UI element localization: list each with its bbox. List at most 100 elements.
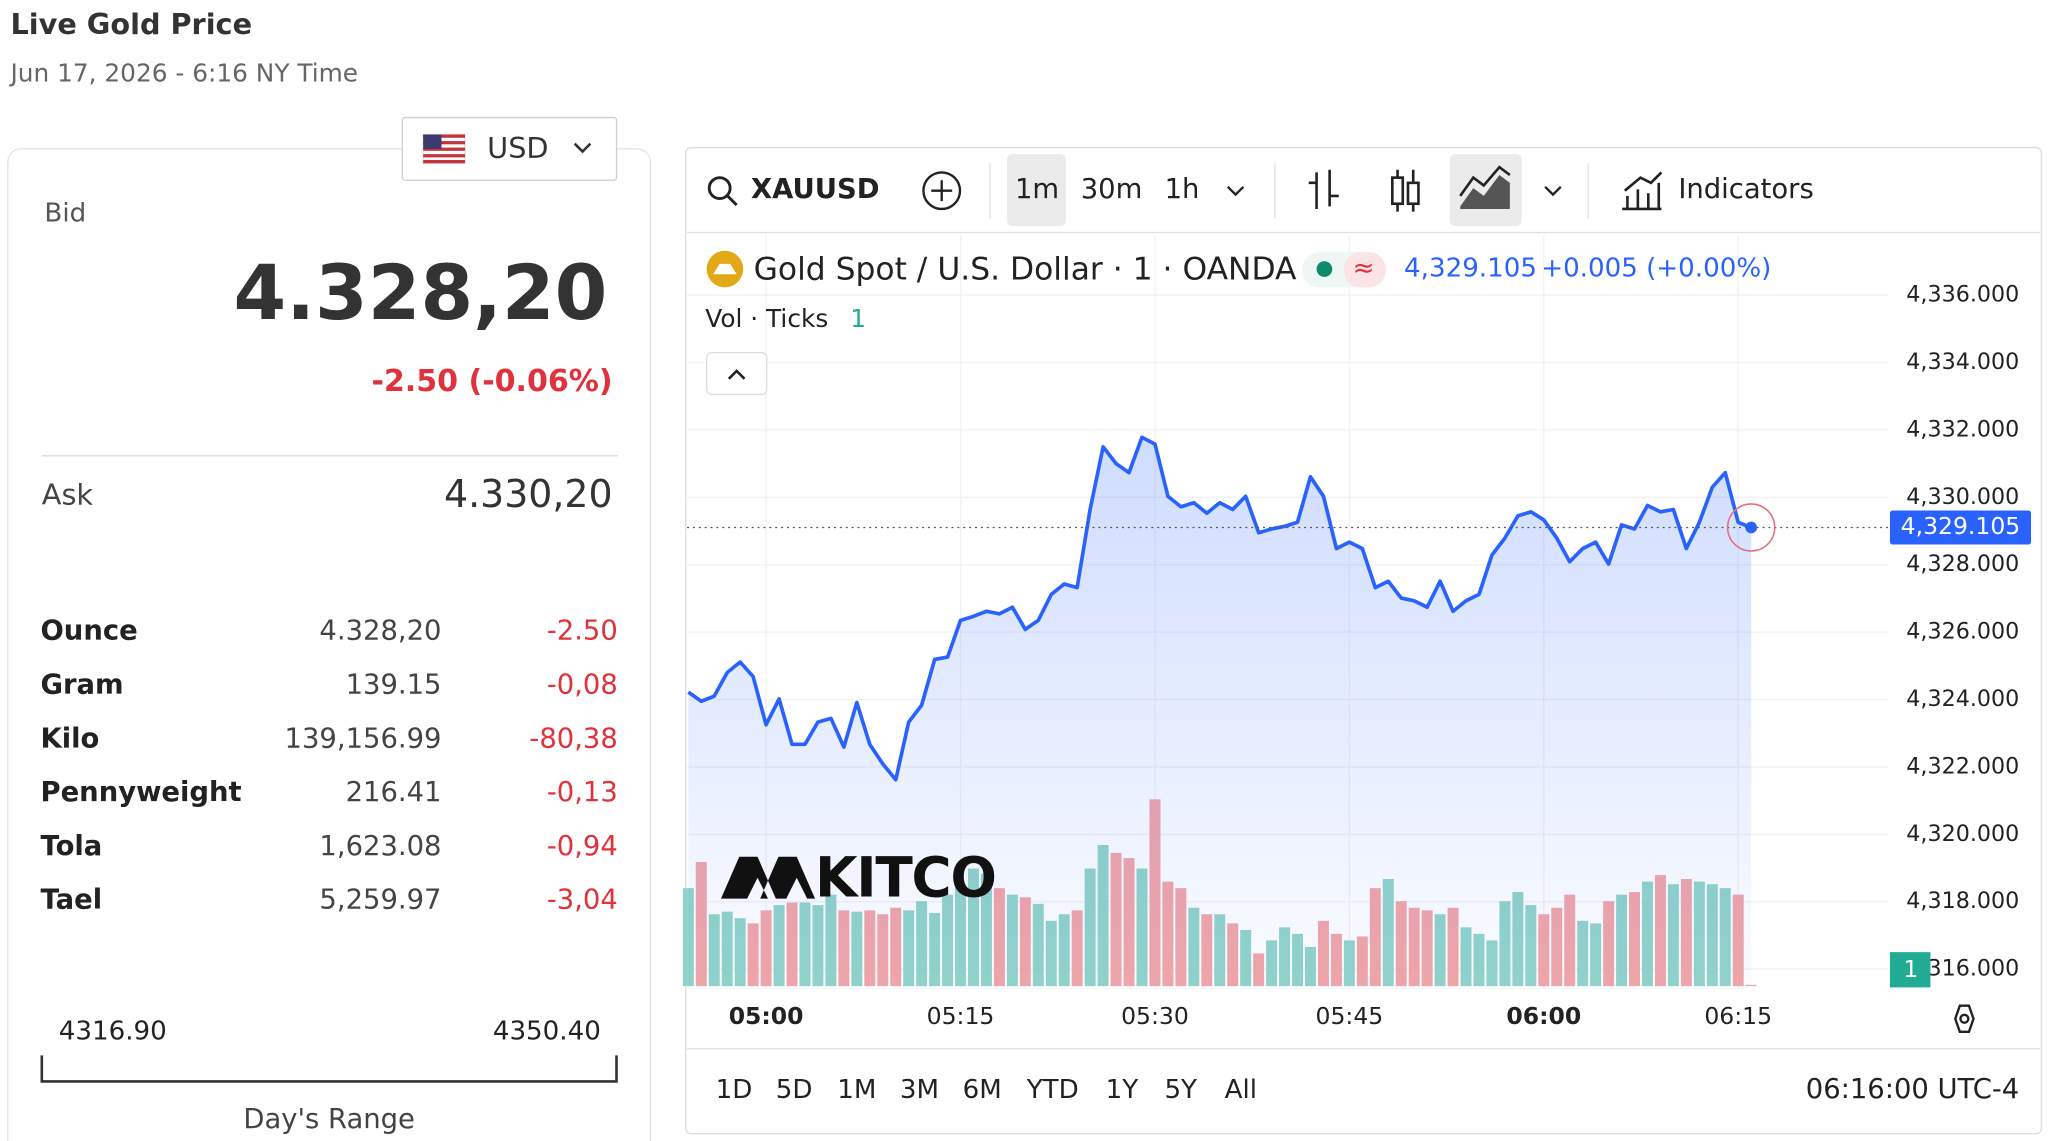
chart-type-active[interactable] xyxy=(1449,154,1522,226)
unit-name: Ounce xyxy=(41,616,138,647)
range-button[interactable]: 3M xyxy=(900,1075,939,1105)
legend-change: +0.005 (+0.00%) xyxy=(1541,254,1771,284)
currency-label[interactable]: USD xyxy=(487,131,548,165)
volume-value: 1 xyxy=(850,304,866,333)
range-button[interactable]: 6M xyxy=(963,1075,1002,1105)
plus xyxy=(931,180,953,202)
y-tick-label: 4,326.000 xyxy=(1906,619,2019,645)
range-button[interactable]: YTD xyxy=(1026,1075,1079,1105)
plot: 4,316.0004,318.0004,320.0004,322.0004,32… xyxy=(682,235,2031,1030)
unit-table: Ounce 4.328,20 -2.50 Gram 139.15 -0,08 Kilo 139… xyxy=(41,616,618,916)
symbol[interactable]: XAUUSD xyxy=(751,174,880,205)
range-button[interactable]: 5Y xyxy=(1164,1075,1197,1105)
ask-label: Ask xyxy=(42,477,94,511)
range-button[interactable]: 1D xyxy=(716,1075,753,1105)
bars-icon[interactable] xyxy=(1308,169,1339,209)
unit-price: 4.328,20 xyxy=(319,616,441,647)
price-tag xyxy=(1889,510,2031,545)
area-icon xyxy=(1460,175,1510,209)
series-title: Gold Spot / U.S. Dollar · 1 · OANDA xyxy=(754,251,1297,287)
flag-stripes xyxy=(423,134,465,164)
interval[interactable]: 1m xyxy=(1015,174,1059,205)
unit-price: 139,156.99 xyxy=(285,723,442,754)
ask-value: 4.330,20 xyxy=(444,472,613,516)
logo-bar xyxy=(713,263,737,275)
unit-change: -0,13 xyxy=(547,777,618,808)
collapse-button[interactable] xyxy=(705,351,768,396)
y-tick-label: 4,318.000 xyxy=(1906,888,2019,914)
bid-value: 4.328,20 xyxy=(234,249,608,337)
y-tick-label: 4,330.000 xyxy=(1906,484,2019,510)
indicators[interactable]: Indicators xyxy=(1678,174,1813,205)
range-caption: Day's Range xyxy=(243,1104,415,1135)
unit-change: -0,08 xyxy=(547,669,618,700)
settings-icon[interactable] xyxy=(1953,1004,1975,1033)
unit-price: 139.15 xyxy=(346,669,442,700)
last-point xyxy=(1745,521,1758,534)
unit-price: 216.41 xyxy=(346,777,442,808)
x-tick-label: 06:00 xyxy=(1506,1002,1581,1030)
unit-name: Kilo xyxy=(41,723,100,754)
y-tick-label: 4,332.000 xyxy=(1906,416,2019,442)
y-tick-label: 4,328.000 xyxy=(1906,551,2019,577)
interval-active xyxy=(1007,154,1066,226)
candle-body xyxy=(1406,181,1420,206)
price-card xyxy=(7,148,652,1141)
toolbar: XAUUSD 1m 30m 1h Indicators xyxy=(687,154,2041,234)
unit-name: Tael xyxy=(41,885,103,916)
search-icon[interactable] xyxy=(707,176,732,200)
page-title: Live Gold Price xyxy=(10,7,252,41)
market-status xyxy=(1316,261,1333,277)
y-tick-label: 4,320.000 xyxy=(1906,821,2019,847)
y-tick-label: 4,334.000 xyxy=(1906,349,2019,375)
legend: Gold Spot / U.S. Dollar · 1 · OANDA ≈ 4,… xyxy=(705,250,1771,396)
currency-select[interactable]: USD xyxy=(401,116,618,181)
x-tick-label: 05:30 xyxy=(1121,1002,1189,1030)
unit-price: 1,623.08 xyxy=(319,831,441,862)
unit-price: 5,259.97 xyxy=(319,885,441,916)
interval[interactable]: 1h xyxy=(1165,174,1200,205)
unit-change: -80,38 xyxy=(529,723,617,754)
unit-name: Pennyweight xyxy=(41,777,242,808)
chevron[interactable] xyxy=(1226,185,1245,197)
watermark: KITCO xyxy=(720,846,997,910)
settings-hex[interactable] xyxy=(1953,1004,1975,1033)
volume-tag-label: 1 xyxy=(1903,955,1918,983)
area-icon-line xyxy=(1459,165,1511,197)
x-tick-label: 06:15 xyxy=(1704,1002,1772,1030)
y-tick-label: 4,322.000 xyxy=(1906,753,2019,779)
chevron xyxy=(573,142,592,154)
flag-canton xyxy=(423,134,442,149)
interval[interactable]: 30m xyxy=(1081,174,1143,205)
kitco-logo xyxy=(720,856,816,899)
bid-label: Bid xyxy=(44,199,86,229)
y-tick-label: 4,324.000 xyxy=(1906,686,2019,712)
unit-name: Tola xyxy=(41,831,103,862)
currency-button[interactable] xyxy=(401,116,618,181)
range-button[interactable]: 1M xyxy=(837,1075,876,1105)
settings-dot xyxy=(1959,1013,1970,1024)
compare-button[interactable] xyxy=(922,171,962,211)
indicators-icon[interactable] xyxy=(1622,171,1663,211)
unit-change: -2.50 xyxy=(547,616,618,647)
range-button[interactable]: 1Y xyxy=(1106,1075,1139,1105)
unit-name: Gram xyxy=(41,669,124,700)
chevron[interactable] xyxy=(1544,185,1562,197)
range-button[interactable]: 5D xyxy=(776,1075,813,1105)
delay-icon: ≈ xyxy=(1353,254,1375,284)
page-subtitle: Jun 17, 2026 - 6:16 NY Time xyxy=(8,58,358,87)
range-button[interactable]: All xyxy=(1225,1075,1257,1105)
range-buttons: 1D 5D 1M 3M 6M YTD 1Y 5Y All xyxy=(716,1075,1257,1105)
x-tick-label: 05:45 xyxy=(1316,1002,1384,1030)
price-line xyxy=(687,435,1752,782)
candle-body xyxy=(1391,176,1405,206)
x-tick-label: 05:15 xyxy=(927,1002,995,1030)
legend-price: 4,329.105 xyxy=(1404,254,1537,284)
status-pill-right xyxy=(1343,252,1386,288)
last-point-ring xyxy=(1726,503,1776,552)
unit-change: -0,94 xyxy=(547,831,618,862)
range-bar xyxy=(40,1055,618,1083)
volume-tag xyxy=(1889,952,1931,988)
